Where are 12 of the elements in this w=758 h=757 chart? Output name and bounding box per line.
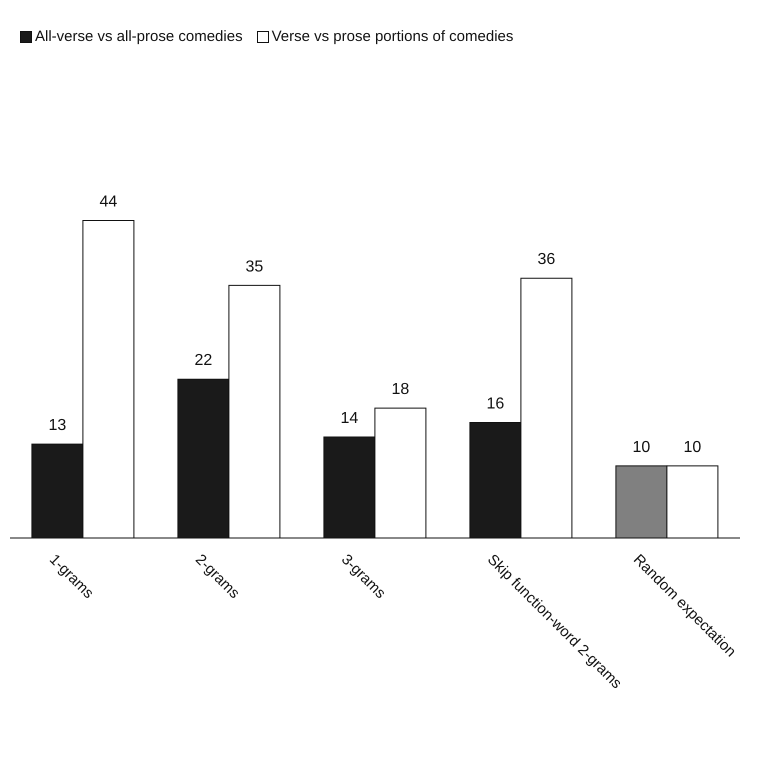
data-label: 18: [392, 381, 410, 398]
data-label: 13: [48, 417, 66, 434]
legend-label: All-verse vs all-prose comedies: [34, 28, 243, 45]
data-label: 10: [632, 438, 650, 456]
data-label: 22: [194, 352, 212, 370]
data-label: 10: [684, 438, 702, 456]
data-label: 14: [340, 410, 358, 427]
data-label: 44: [100, 193, 118, 210]
data-label: 36: [538, 251, 556, 268]
legend-label: Verse vs prose portions of comedies: [270, 28, 514, 45]
data-label: 16: [486, 396, 504, 413]
data-label: 35: [246, 258, 264, 276]
